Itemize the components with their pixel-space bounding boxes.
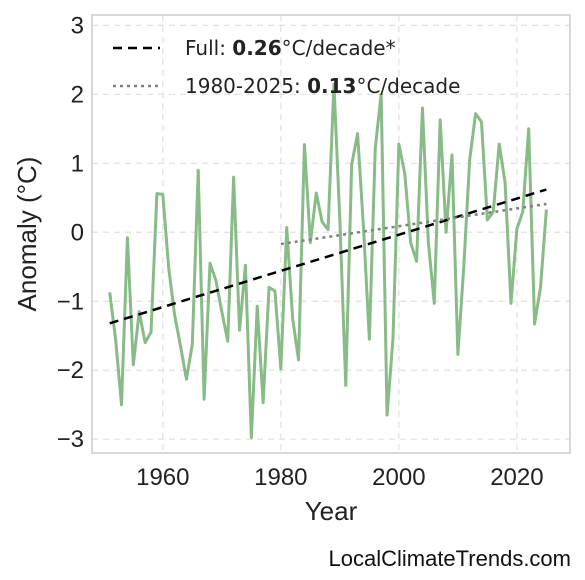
x-axis-label: Year [305, 496, 358, 526]
trend-line-1980-2025 [280, 202, 547, 246]
y-tick-label: 3 [71, 12, 84, 39]
anomaly-series-line [108, 82, 548, 440]
series-layer [108, 82, 548, 440]
x-tick-label: 2000 [372, 464, 425, 491]
y-tick-label: 2 [71, 81, 84, 108]
y-tick-label: −3 [57, 426, 84, 453]
x-tick-label: 1960 [136, 464, 189, 491]
y-tick-label: −1 [57, 288, 84, 315]
y-tick-label: 0 [71, 219, 84, 246]
y-tick-label: 1 [71, 150, 84, 177]
tick-labels: 1960 1980 2000 2020 −3 −2 −1 0 1 2 3 [57, 12, 544, 491]
x-tick-label: 1980 [254, 464, 307, 491]
grid [92, 15, 570, 453]
credit-watermark: LocalClimateTrends.com [328, 546, 572, 571]
legend-entry-label: 1980-2025: 0.13°C/decade [185, 74, 460, 98]
y-tick-label: −2 [57, 357, 84, 384]
trend-line-full [109, 188, 547, 325]
y-axis-label: Anomaly (°C) [12, 157, 42, 312]
legend-entry-label: Full: 0.26°C/decade* [185, 36, 396, 60]
plot-frame [91, 14, 571, 454]
legend: Full: 0.26°C/decade* 1980-2025: 0.13°C/de… [113, 36, 460, 98]
x-tick-label: 2020 [490, 464, 543, 491]
